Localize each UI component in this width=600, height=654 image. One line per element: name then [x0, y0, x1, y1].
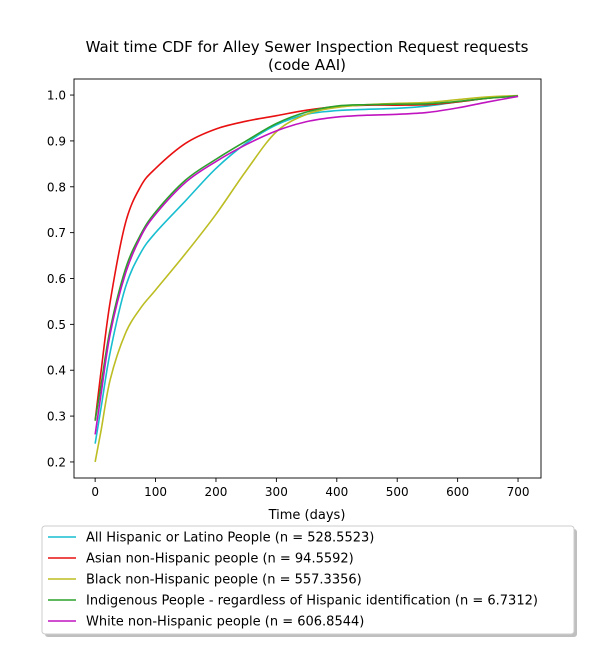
legend-item: All Hispanic or Latino People (n = 528.5… — [48, 531, 374, 546]
chart-title-line-1: Wait time CDF for Alley Sewer Inspection… — [86, 38, 529, 56]
legend-label: All Hispanic or Latino People (n = 528.5… — [86, 531, 374, 546]
y-tick-label: 0.3 — [47, 410, 66, 424]
series-line-3 — [94, 95, 519, 421]
y-tick-label: 0.8 — [47, 180, 66, 194]
legend-box — [41, 525, 575, 635]
y-tick-label: 0.6 — [47, 272, 66, 286]
y-tick-label: 1.0 — [47, 89, 66, 103]
plot-area: 0 100 200 300 400 500 600 700 0.2 0.3 0.4 0.5 0.6 0.7… — [47, 78, 542, 499]
legend-label: Black non-Hispanic people (n = 557.3356) — [86, 573, 362, 588]
legend-label: Indigenous People - regardless of Hispan… — [86, 594, 538, 609]
x-tick-label: 700 — [507, 485, 530, 499]
x-tick-label: 400 — [325, 485, 348, 499]
legend-label: Asian non-Hispanic people (n = 94.5592) — [86, 552, 354, 567]
x-tick-label: 0 — [91, 485, 99, 499]
series-line-0 — [94, 95, 519, 444]
legend-label: White non-Hispanic people (n = 606.8544) — [86, 615, 364, 630]
chart-title-line-2: (code AAI) — [268, 56, 346, 74]
x-axis-label: Time (days) — [268, 508, 346, 523]
series-line-4 — [94, 95, 519, 435]
legend: All Hispanic or Latino People (n = 528.5… — [41, 525, 577, 637]
x-tick-label: 600 — [446, 485, 469, 499]
x-tick-label: 300 — [265, 485, 288, 499]
x-tick-label: 500 — [386, 485, 409, 499]
x-tick-label: 200 — [205, 485, 228, 499]
series-lines — [94, 94, 519, 463]
y-tick-label: 0.4 — [47, 364, 66, 378]
series-line-1 — [94, 95, 519, 421]
legend-item: Asian non-Hispanic people (n = 94.5592) — [48, 552, 354, 567]
y-tick-label: 0.2 — [47, 455, 66, 469]
legend-item: Black non-Hispanic people (n = 557.3356) — [48, 573, 362, 588]
plot-frame — [73, 78, 542, 479]
x-tick-label: 100 — [144, 485, 167, 499]
y-tick-label: 0.9 — [47, 134, 66, 148]
legend-item: Indigenous People - regardless of Hispan… — [48, 594, 538, 609]
legend-item: White non-Hispanic people (n = 606.8544) — [48, 615, 364, 630]
series-line-2 — [94, 94, 519, 463]
y-tick-label: 0.7 — [47, 226, 66, 240]
y-tick-label: 0.5 — [47, 318, 66, 332]
